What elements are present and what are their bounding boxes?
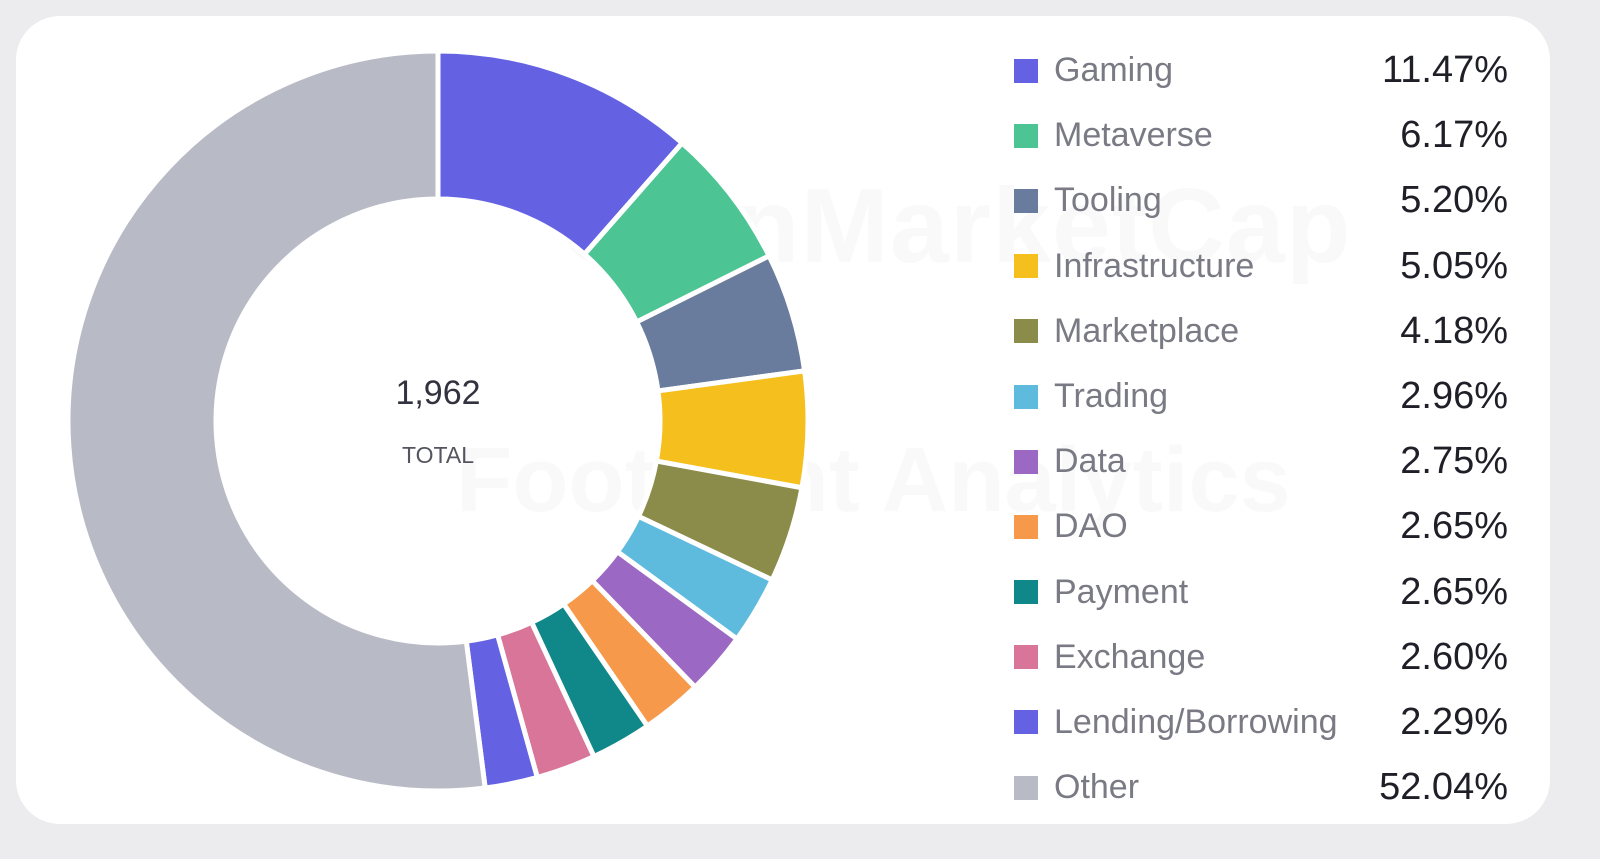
legend-item[interactable]: DAO 2.65% [1014, 494, 1514, 559]
legend-label: Infrastructure [1054, 246, 1255, 285]
legend-label: DAO [1054, 507, 1128, 546]
total-label: TOTAL [402, 442, 474, 468]
legend-label: Marketplace [1054, 311, 1240, 350]
legend-value: 11.47% [1381, 49, 1508, 92]
legend-label: Tooling [1054, 181, 1162, 220]
legend-item[interactable]: Gaming 11.47% [1014, 38, 1514, 103]
legend-swatch [1014, 58, 1038, 83]
legend-value: 2.29% [1400, 700, 1508, 743]
donut-chart [65, 48, 811, 794]
chart-card: CoinMarketCap Footprint Analytics 1,962 … [16, 16, 1550, 824]
legend-swatch [1014, 710, 1038, 735]
legend-item[interactable]: Metaverse 6.17% [1014, 103, 1514, 168]
legend-swatch [1014, 384, 1038, 409]
chart-legend: Gaming 11.47% Metaverse 6.17% Tooling 5.20% In… [1014, 38, 1514, 820]
legend-value: 5.20% [1400, 179, 1508, 222]
legend-value: 2.75% [1400, 440, 1508, 483]
legend-label: Exchange [1054, 637, 1206, 676]
legend-item[interactable]: Tooling 5.20% [1014, 168, 1514, 233]
legend-item[interactable]: Exchange 2.60% [1014, 625, 1514, 690]
legend-swatch [1014, 449, 1038, 474]
legend-label: Data [1054, 442, 1126, 481]
legend-value: 5.05% [1400, 244, 1508, 287]
donut-slice-other[interactable] [65, 48, 488, 794]
legend-value: 2.65% [1400, 570, 1508, 613]
legend-label: Gaming [1054, 51, 1174, 90]
legend-item[interactable]: Marketplace 4.18% [1014, 299, 1514, 364]
legend-swatch [1014, 319, 1038, 344]
legend-item[interactable]: Trading 2.96% [1014, 364, 1514, 429]
legend-label: Metaverse [1054, 116, 1213, 155]
legend-value: 52.04% [1379, 766, 1508, 809]
legend-item[interactable]: Data 2.75% [1014, 429, 1514, 494]
legend-swatch [1014, 514, 1038, 539]
legend-label: Trading [1054, 377, 1169, 416]
legend-item[interactable]: Infrastructure 5.05% [1014, 234, 1514, 299]
legend-swatch [1014, 123, 1038, 148]
legend-swatch [1014, 254, 1038, 279]
legend-value: 6.17% [1400, 114, 1508, 157]
legend-label: Payment [1054, 572, 1189, 611]
legend-value: 2.96% [1400, 375, 1508, 418]
legend-value: 4.18% [1400, 309, 1508, 352]
legend-swatch [1014, 188, 1038, 213]
total-value: 1,962 [395, 374, 481, 412]
legend-item[interactable]: Payment 2.65% [1014, 560, 1514, 625]
legend-value: 2.65% [1400, 505, 1508, 548]
legend-label: Lending/Borrowing [1054, 702, 1338, 741]
legend-label: Other [1054, 768, 1140, 807]
legend-swatch [1014, 775, 1038, 800]
legend-item[interactable]: Other 52.04% [1014, 755, 1514, 820]
legend-swatch [1014, 645, 1038, 670]
legend-value: 2.60% [1400, 635, 1508, 678]
legend-swatch [1014, 580, 1038, 605]
legend-item[interactable]: Lending/Borrowing 2.29% [1014, 690, 1514, 755]
